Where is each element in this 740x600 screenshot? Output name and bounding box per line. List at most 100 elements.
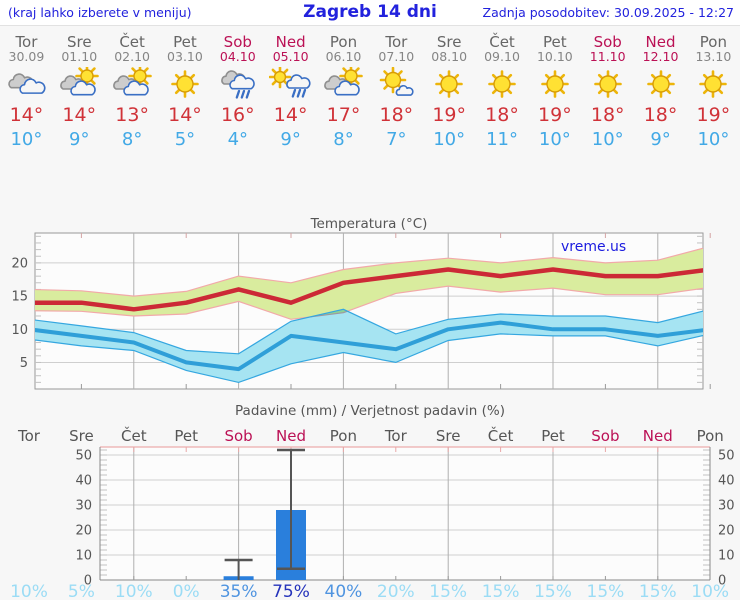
temperature-chart-canvas: 5 10 15 20 Temperatura (°C) vreme.us xyxy=(11,216,711,390)
high-temp: 19° xyxy=(696,104,731,126)
day-column[interactable]: Sob 04.10 16° 4° xyxy=(211,26,264,151)
day-date: 06.10 xyxy=(325,49,362,64)
precip-axis-day-label: Sre xyxy=(69,427,94,445)
precip-axis-label-left: 0 xyxy=(84,574,92,589)
sunny-icon xyxy=(687,67,740,103)
precip-axis-label-right: 10 xyxy=(718,549,735,564)
high-temp: 13° xyxy=(115,104,149,126)
rain-icon xyxy=(211,67,264,103)
precip-axis-day-label: Tor xyxy=(384,427,408,445)
precip-probability-label: 5% xyxy=(68,582,95,600)
low-temp: 9° xyxy=(69,129,90,150)
precip-axis-day-label: Pet xyxy=(541,427,565,445)
precip-probability-label: 10% xyxy=(115,582,153,600)
sunny-icon xyxy=(159,67,212,103)
day-name: Sob xyxy=(223,33,252,51)
day-column[interactable]: Čet 02.10 13° 8° xyxy=(106,26,159,151)
day-column[interactable]: Tor 07.10 18° 7° xyxy=(370,26,423,151)
precip-probability-label: 0% xyxy=(173,582,200,600)
temp-chart-title: Temperatura (°C) xyxy=(310,216,428,232)
day-date: 10.10 xyxy=(536,49,573,64)
high-temp: 18° xyxy=(485,104,519,126)
high-temp: 14° xyxy=(273,104,308,126)
precip-chart-canvas: Padavine (mm) / Verjetnost padavin (%) To… xyxy=(10,403,735,600)
precip-axis-day-label: Sob xyxy=(224,427,252,445)
high-temp: 16° xyxy=(220,104,255,126)
day-column[interactable]: Sre 08.10 19° 10° xyxy=(423,26,476,151)
day-column[interactable]: Pon 13.10 19° 10° xyxy=(687,26,740,151)
forecast-day-strip: Tor 30.09 14° 10° Sre 01.10 14° 9° Čet 02.10 13° 8°… xyxy=(0,26,740,151)
high-temp: 18° xyxy=(379,104,414,126)
precip-axis-label-left: 10 xyxy=(75,549,92,564)
precip-axis-day-label: Sre xyxy=(436,427,461,445)
precip-axis-day-label: Pon xyxy=(697,427,724,445)
precip-axis-day-label: Tor xyxy=(17,427,41,445)
day-column[interactable]: Čet 09.10 18° 11° xyxy=(476,26,529,151)
high-temp: 19° xyxy=(432,104,467,126)
high-temp: 14° xyxy=(168,104,202,126)
high-temp: 18° xyxy=(643,104,678,126)
page-title: Zagreb 14 dni xyxy=(303,2,437,22)
partly-cloudy-icon xyxy=(317,64,370,103)
high-temp: 19° xyxy=(538,104,572,126)
low-temp: 10° xyxy=(10,129,43,150)
high-temp: 18° xyxy=(590,104,625,126)
temp-axis-label: 5 xyxy=(20,356,28,371)
low-temp: 10° xyxy=(591,129,624,150)
precip-probability-label: 15% xyxy=(429,582,467,600)
partly-cloudy-icon xyxy=(106,64,159,103)
day-column[interactable]: Tor 30.09 14° 10° xyxy=(0,26,53,151)
sunny-icon xyxy=(423,67,476,103)
day-date: 04.10 xyxy=(219,49,256,64)
sunny-icon xyxy=(581,67,634,103)
day-date: 02.10 xyxy=(114,49,150,64)
location-menu-note[interactable]: (kraj lahko izberete v meniju) xyxy=(8,5,192,20)
precip-axis-day-label: Ned xyxy=(643,427,673,445)
day-column[interactable]: Pon 06.10 17° 8° xyxy=(317,26,370,151)
day-name: Pon xyxy=(329,33,358,51)
day-date: 07.10 xyxy=(378,49,415,64)
min-temperature-line xyxy=(35,320,703,372)
precip-probability-label: 15% xyxy=(534,582,572,600)
max-range-lower-edge xyxy=(35,285,703,320)
day-name: Sre xyxy=(436,33,462,51)
day-date: 08.10 xyxy=(431,49,468,64)
sunny-icon xyxy=(528,67,581,103)
day-column[interactable]: Sob 11.10 18° 10° xyxy=(581,26,634,151)
precip-probability-label: 10% xyxy=(691,582,729,600)
low-temp: 4° xyxy=(227,129,249,150)
max-range-upper-edge xyxy=(35,247,703,297)
day-name: Pet xyxy=(173,33,197,51)
precip-chart-title: Padavine (mm) / Verjetnost padavin (%) xyxy=(235,403,505,419)
low-temp: 10° xyxy=(538,129,571,150)
high-temp: 14° xyxy=(62,104,97,126)
temp-axis-label: 20 xyxy=(11,256,28,271)
low-temp: 8° xyxy=(121,129,143,150)
low-temp: 10° xyxy=(433,129,466,150)
day-name: Ned xyxy=(645,33,676,51)
watermark: vreme.us xyxy=(561,239,626,255)
day-column[interactable]: Sre 01.10 14° 9° xyxy=(53,26,106,151)
low-temp: 10° xyxy=(697,129,730,150)
precip-probability-label: 40% xyxy=(325,582,363,600)
day-column[interactable]: Pet 10.10 19° 10° xyxy=(528,26,581,151)
day-name: Sre xyxy=(66,33,92,51)
day-name: Pon xyxy=(699,33,727,51)
day-column[interactable]: Ned 05.10 14° 9° xyxy=(264,26,317,151)
day-column[interactable]: Ned 12.10 18° 9° xyxy=(634,26,687,151)
day-date: 03.10 xyxy=(167,49,203,64)
max-range-band xyxy=(35,248,703,320)
precip-axis-day-label: Pet xyxy=(174,427,198,445)
precip-probability-label: 20% xyxy=(377,582,415,600)
precip-axis-label-left: 20 xyxy=(75,524,92,539)
cloudy-icon xyxy=(0,67,53,103)
low-temp: 5° xyxy=(174,129,196,150)
low-temp: 7° xyxy=(386,129,407,150)
day-date: 13.10 xyxy=(695,49,732,64)
precip-probability-label: 75% xyxy=(272,582,310,600)
low-temp: 11° xyxy=(486,129,518,150)
day-date: 05.10 xyxy=(272,49,309,64)
day-name: Tor xyxy=(385,33,408,51)
day-column[interactable]: Pet 03.10 14° 5° xyxy=(159,26,212,151)
